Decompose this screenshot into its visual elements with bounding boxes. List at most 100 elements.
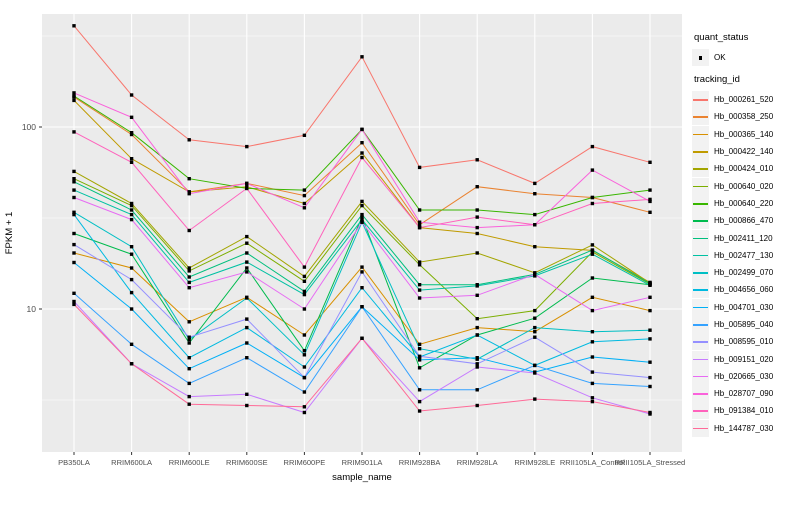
data-point (302, 193, 307, 198)
data-point (648, 375, 652, 380)
data-point (72, 302, 76, 307)
data-point (129, 201, 134, 206)
legend-item-Hb_000640_220: Hb_000640_220 (692, 194, 773, 212)
series-key-icon (692, 212, 709, 230)
legend-item-label: Hb_028707_090 (714, 389, 774, 399)
x-tick-label: RRII105LA_Stressed (615, 458, 685, 467)
data-point (187, 138, 191, 142)
data-point (187, 228, 191, 233)
data-point (129, 212, 134, 217)
data-point (648, 328, 652, 332)
legend-item-label: Hb_000261_520 (714, 95, 774, 105)
data-point (417, 358, 422, 362)
data-point (360, 305, 364, 309)
data-point (72, 212, 76, 217)
legend-item-Hb_020665_030: Hb_020665_030 (692, 367, 773, 385)
series-key-icon (692, 333, 709, 351)
data-point (187, 337, 191, 342)
legend-item-Hb_002477_130: Hb_002477_130 (692, 246, 773, 264)
data-point (360, 217, 364, 222)
data-point (648, 337, 652, 341)
legend-item-label: Hb_004656_060 (714, 285, 774, 295)
data-point (475, 251, 479, 255)
series-key-icon (692, 143, 709, 161)
data-point (360, 203, 364, 208)
data-point (360, 270, 364, 274)
legend-item-Hb_002499_070: Hb_002499_070 (692, 264, 774, 282)
data-point (245, 403, 249, 408)
legend-item-label: Hb_005895_040 (714, 320, 774, 329)
data-point (590, 195, 595, 200)
data-point (360, 127, 364, 132)
ok-point-key-icon (692, 49, 709, 67)
series-key-icon (692, 246, 709, 264)
data-point (360, 141, 364, 145)
data-point (417, 342, 422, 346)
data-point (533, 316, 537, 320)
data-point (590, 340, 595, 344)
data-point (417, 296, 422, 300)
series-key-icon (692, 316, 709, 333)
data-point (245, 251, 249, 255)
data-point (302, 333, 307, 337)
data-point (129, 362, 134, 366)
data-point (72, 299, 76, 304)
legend-item-label: Hb_000866_470 (714, 216, 774, 226)
data-point (417, 208, 422, 212)
data-point (245, 356, 249, 360)
data-point (417, 366, 422, 370)
legend-item-Hb_005895_040: Hb_005895_040 (692, 316, 773, 333)
data-point (360, 55, 364, 59)
data-point (590, 295, 595, 299)
data-point (475, 403, 479, 408)
data-point (590, 248, 595, 252)
data-point (302, 375, 307, 380)
legend-item-label: Hb_002499_070 (714, 268, 774, 278)
data-point (129, 160, 134, 164)
data-point (187, 192, 191, 196)
series-key-icon (692, 229, 709, 247)
data-point (245, 241, 249, 245)
data-point (533, 181, 537, 186)
data-point (302, 405, 307, 409)
data-point (475, 225, 479, 230)
data-point (245, 270, 249, 274)
data-point (475, 365, 479, 369)
legend-item-label: Hb_000365_140 (714, 129, 774, 139)
x-tick-label: RRIM928LE (514, 458, 555, 467)
legend-item-label: Hb_000424_010 (714, 164, 774, 174)
series-key-icon (692, 419, 709, 437)
data-point (187, 177, 191, 181)
data-point (245, 317, 249, 321)
data-point (590, 355, 595, 359)
series-key-icon (692, 298, 709, 316)
data-point (590, 381, 595, 386)
data-point (533, 397, 537, 401)
data-point (417, 260, 422, 264)
data-point (72, 91, 76, 95)
data-point (590, 201, 595, 206)
data-point (648, 360, 652, 364)
legend-item-Hb_000261_520: Hb_000261_520 (692, 91, 774, 109)
data-point (72, 98, 76, 103)
data-point (533, 335, 537, 339)
series-key-icon (692, 194, 709, 212)
data-point (360, 215, 364, 219)
data-point (129, 277, 134, 282)
data-point (245, 144, 249, 149)
legend-item-Hb_000358_250: Hb_000358_250 (692, 108, 773, 126)
data-point (533, 363, 537, 368)
data-point (129, 266, 134, 270)
series-key-icon (692, 91, 709, 109)
data-point (475, 231, 479, 236)
data-point (475, 215, 479, 219)
data-point (302, 349, 307, 353)
data-point (302, 188, 307, 192)
legend-item-Hb_000640_020: Hb_000640_020 (692, 177, 773, 195)
data-point (302, 201, 307, 206)
series-key-icon (692, 367, 709, 385)
data-point (360, 151, 364, 155)
data-point (360, 265, 364, 269)
legend-item-label: Hb_002411_120 (714, 233, 773, 243)
data-point (590, 168, 595, 172)
